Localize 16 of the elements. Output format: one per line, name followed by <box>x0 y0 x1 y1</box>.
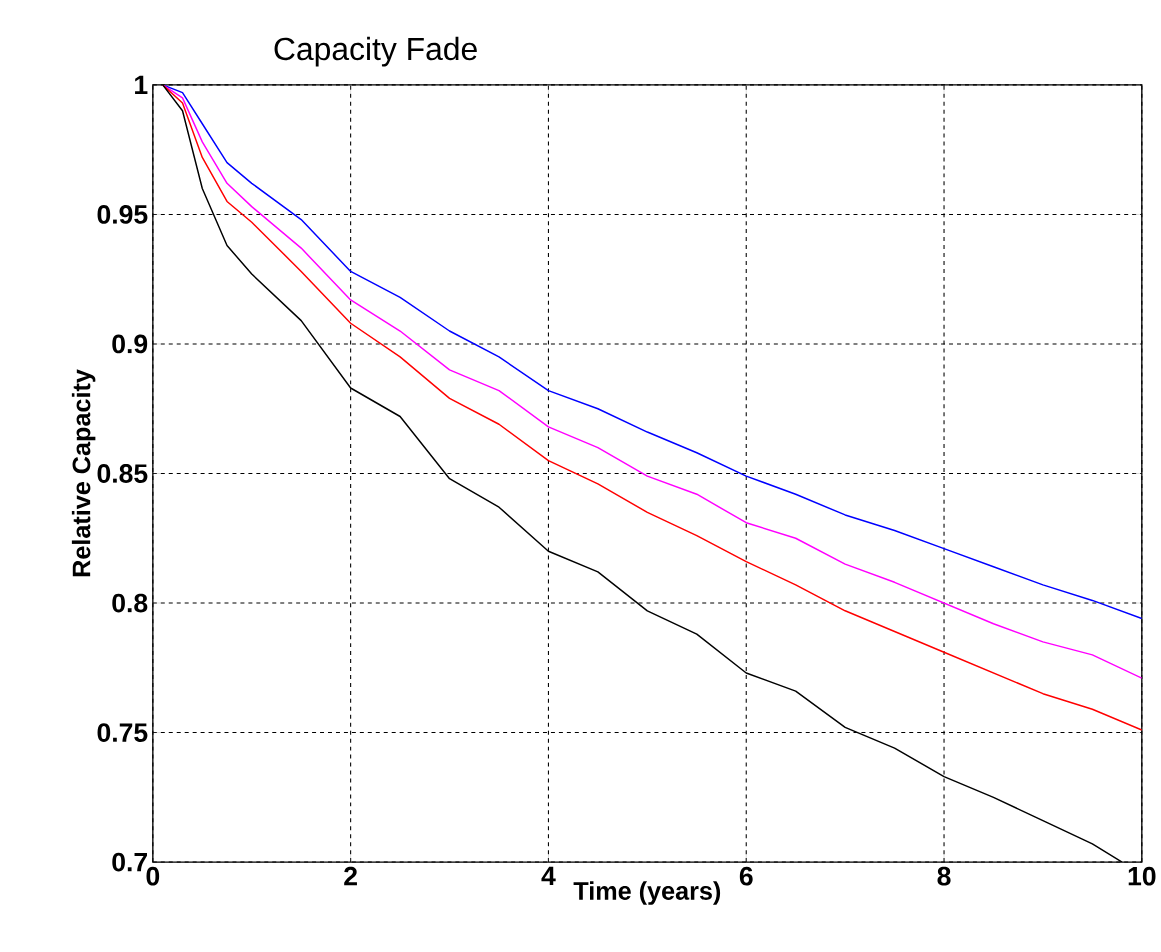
y-tick-label: 0.85 <box>97 464 148 483</box>
y-tick-label: 0.7 <box>112 852 147 872</box>
y-tick-label: 0.9 <box>112 334 148 354</box>
x-tick-label: 2 <box>344 866 357 886</box>
x-axis-title: Time (years) <box>573 881 721 905</box>
y-tick-label: 0.95 <box>97 205 148 224</box>
y-tick-label: 0.75 <box>97 723 148 742</box>
chart-title: Capacity Fade <box>274 36 477 67</box>
x-tick-label: 0 <box>146 866 160 886</box>
x-tick-label: 6 <box>739 866 753 886</box>
y-axis-title: Relative Capacity <box>71 369 96 577</box>
x-tick-label: 4 <box>541 866 556 886</box>
y-tick-label: 1 <box>135 75 148 95</box>
x-tick-label: 8 <box>937 866 951 886</box>
y-tick-label: 0.8 <box>112 593 148 613</box>
x-tick-label: 10 <box>1128 866 1156 886</box>
